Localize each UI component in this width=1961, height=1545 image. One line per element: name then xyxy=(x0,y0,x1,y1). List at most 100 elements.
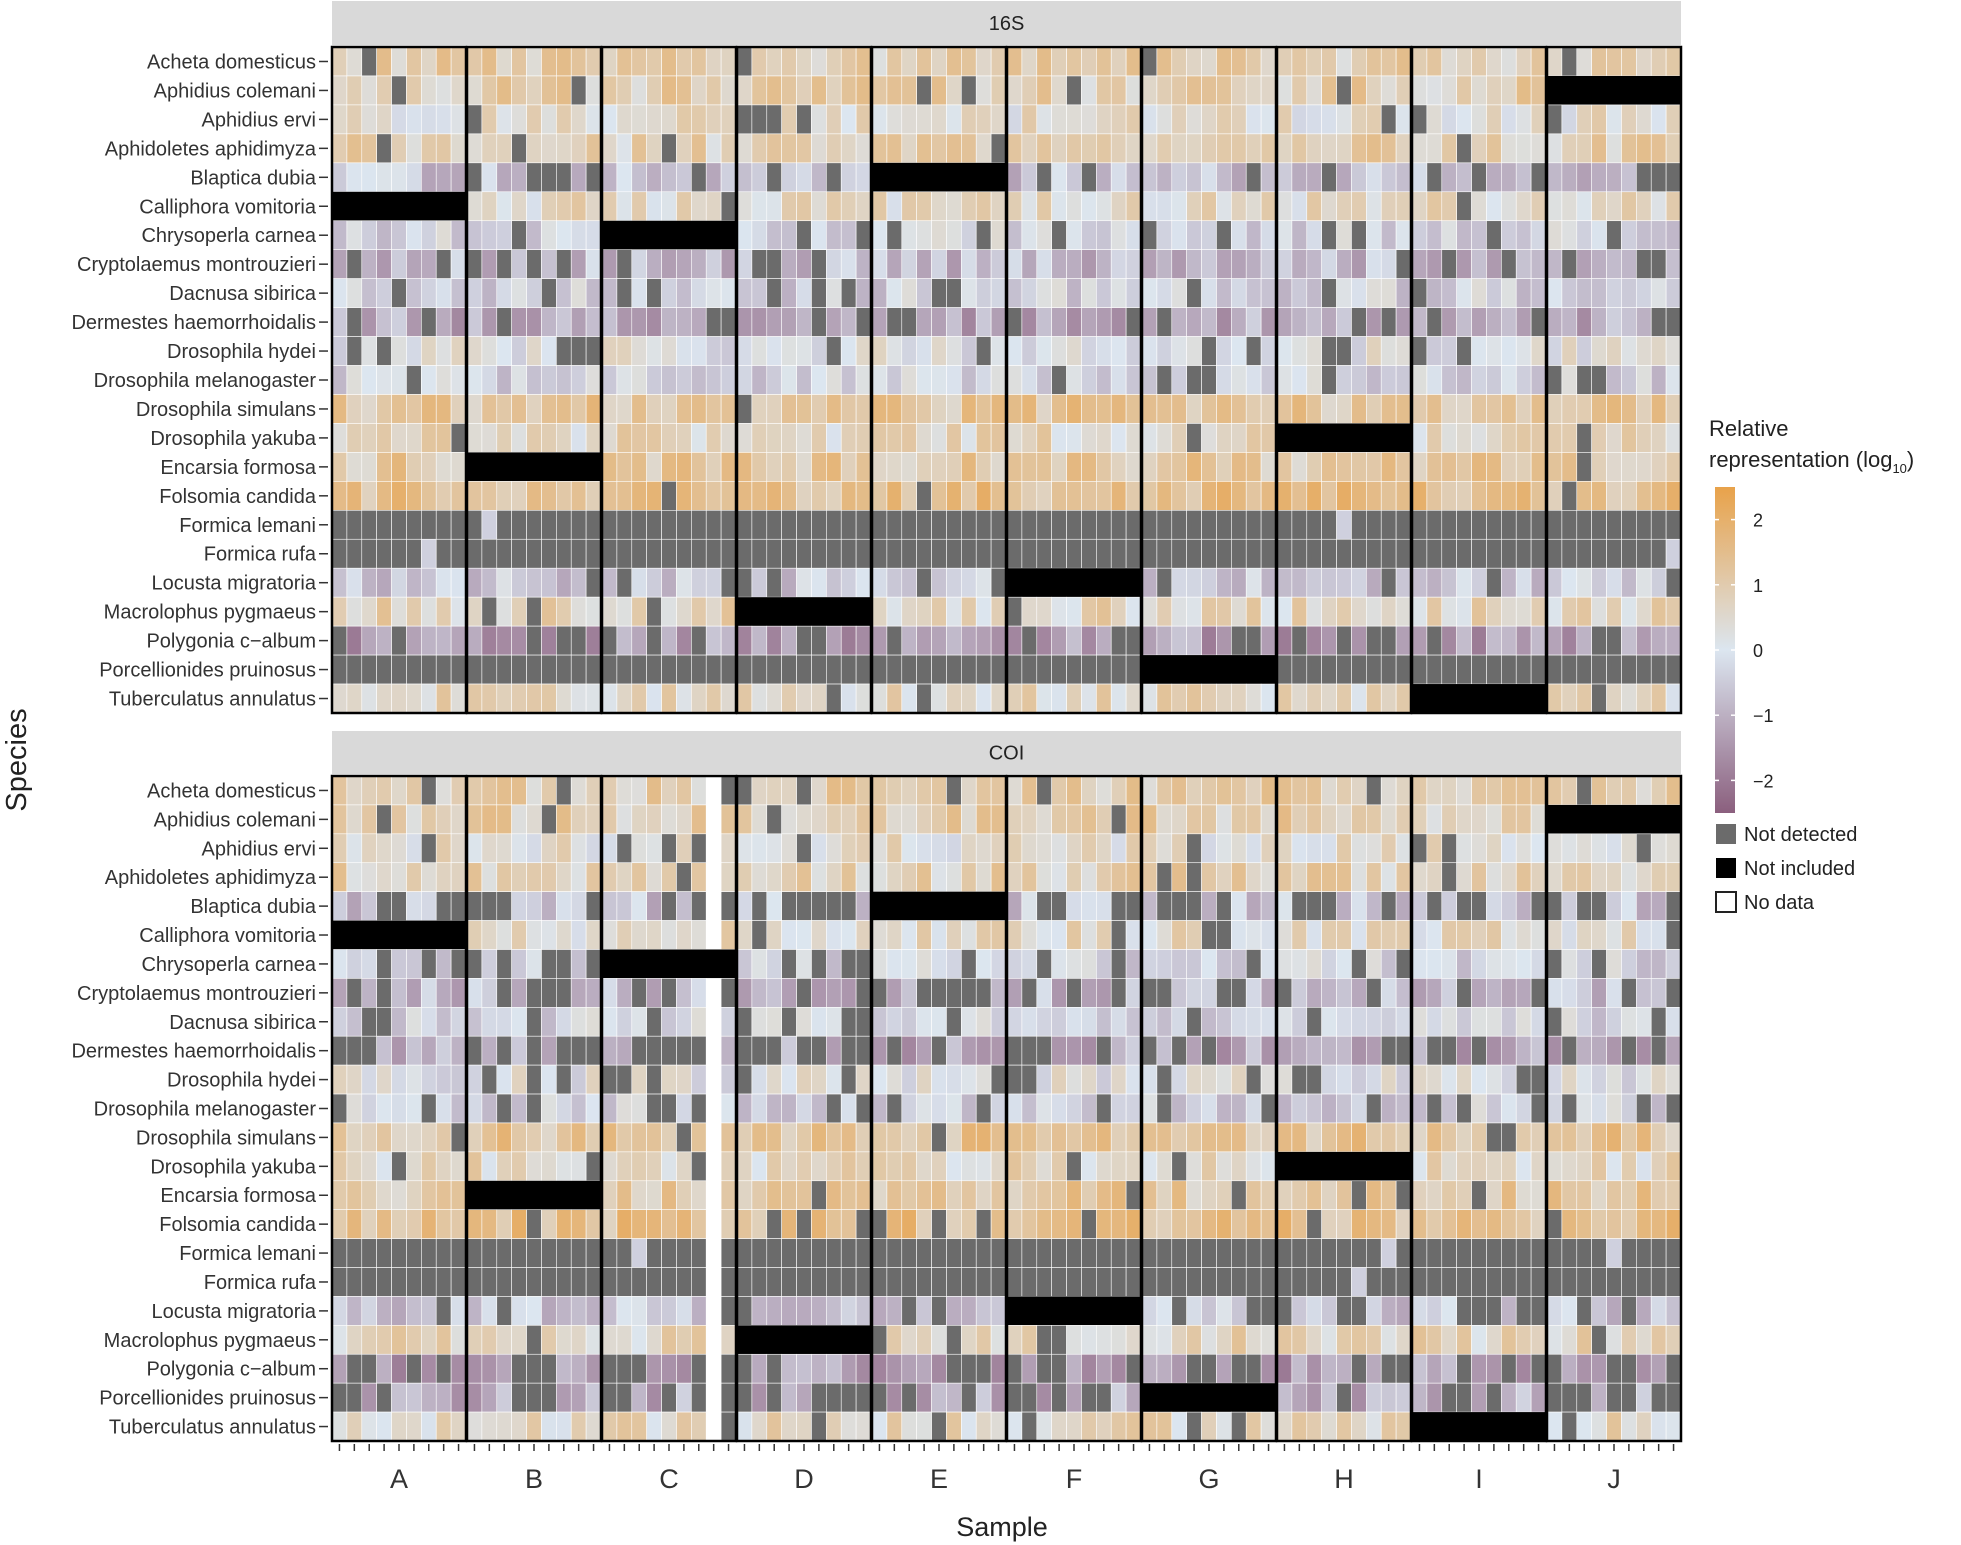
heatmap-cell xyxy=(1591,775,1607,806)
heatmap-cell xyxy=(1561,278,1578,308)
heatmap-cell xyxy=(1456,1325,1472,1355)
heatmap-cell xyxy=(1380,891,1397,921)
heatmap-cell xyxy=(961,1325,977,1355)
heatmap-cell xyxy=(961,1064,977,1095)
heatmap-cell xyxy=(826,336,842,366)
heatmap-cell xyxy=(1351,1238,1367,1268)
heatmap-cell xyxy=(855,162,872,193)
heatmap-cell xyxy=(556,1267,572,1297)
heatmap-cell xyxy=(1606,891,1622,921)
heatmap-cell xyxy=(691,1064,707,1095)
heatmap-cell xyxy=(556,336,572,366)
heatmap-cell xyxy=(1141,1064,1158,1095)
heatmap-cell xyxy=(1636,1180,1652,1210)
heatmap-cell xyxy=(1036,862,1052,892)
heatmap-cell xyxy=(526,920,542,950)
heatmap-cell xyxy=(1141,481,1158,511)
heatmap-cell xyxy=(331,307,348,337)
heatmap-cell xyxy=(871,625,888,656)
heatmap-cell xyxy=(1395,1064,1412,1095)
heatmap-cell xyxy=(705,775,722,806)
heatmap-cell xyxy=(975,978,992,1008)
heatmap-cell xyxy=(406,567,422,598)
heatmap-cell xyxy=(916,1238,932,1268)
heatmap-cell xyxy=(1141,920,1158,950)
heatmap-cell xyxy=(511,1035,527,1066)
heatmap-cell xyxy=(1621,567,1637,598)
heatmap-cell xyxy=(946,862,962,892)
heatmap-cell xyxy=(1110,804,1127,835)
heatmap-cell xyxy=(556,683,572,714)
heatmap-cell xyxy=(616,862,633,892)
heatmap-cell xyxy=(541,191,557,222)
heatmap-cell xyxy=(585,1353,602,1384)
heatmap-cell xyxy=(1260,833,1277,864)
heatmap-cell xyxy=(1245,683,1262,714)
heatmap-cell xyxy=(1021,1122,1038,1153)
heatmap-cell xyxy=(1411,1007,1428,1037)
heatmap-cell xyxy=(1336,833,1352,864)
heatmap-cell xyxy=(1351,104,1367,135)
heatmap-cell xyxy=(391,1093,407,1124)
heatmap-cell xyxy=(1096,654,1112,685)
heatmap-cell xyxy=(705,423,722,453)
heatmap-cell xyxy=(346,1411,363,1442)
heatmap-cell xyxy=(1456,1180,1472,1210)
heatmap-cell xyxy=(1441,481,1457,511)
heatmap-cell xyxy=(1066,862,1082,892)
heatmap-cell xyxy=(766,75,782,106)
heatmap-cell xyxy=(1486,133,1502,164)
heatmap-cell xyxy=(691,336,707,366)
heatmap-cell xyxy=(705,1382,722,1413)
heatmap-cell xyxy=(1576,538,1592,569)
heatmap-cell xyxy=(1096,1325,1112,1355)
heatmap-cell xyxy=(1515,891,1532,921)
heatmap-cell xyxy=(1380,862,1397,892)
heatmap-cell xyxy=(541,1035,557,1066)
heatmap-cell xyxy=(676,365,692,395)
heatmap-cell xyxy=(481,1296,498,1326)
heatmap-cell xyxy=(1245,978,1262,1008)
heatmap-cell xyxy=(1591,336,1607,366)
heatmap-cell xyxy=(931,1035,947,1066)
heatmap-cell xyxy=(1515,1035,1532,1066)
heatmap-cell xyxy=(1306,394,1322,424)
heatmap-cell xyxy=(1561,423,1578,453)
heatmap-cell xyxy=(1245,1411,1262,1442)
heatmap-cell xyxy=(1471,365,1487,395)
heatmap-cell xyxy=(1006,654,1023,685)
heatmap-cell xyxy=(1156,278,1173,308)
heatmap-cell xyxy=(1621,1093,1637,1124)
heatmap-cell xyxy=(1021,596,1038,627)
heatmap-cell xyxy=(826,1093,842,1124)
heatmap-cell xyxy=(1051,625,1067,656)
heatmap-cell xyxy=(1051,654,1067,685)
heatmap-cell xyxy=(1171,567,1187,598)
heatmap-cell xyxy=(1395,804,1412,835)
heatmap-cell xyxy=(1081,683,1097,714)
heatmap-cell xyxy=(1260,1209,1277,1239)
heatmap-cell xyxy=(1591,365,1607,395)
heatmap-cell xyxy=(975,481,992,511)
heatmap-cell xyxy=(346,833,363,864)
heatmap-cell xyxy=(705,1007,722,1037)
heatmap-cell xyxy=(975,104,992,135)
heatmap-cell xyxy=(526,1353,542,1384)
heatmap-cell xyxy=(1141,833,1158,864)
heatmap-cell xyxy=(871,1151,888,1182)
heatmap-cell xyxy=(585,191,602,222)
heatmap-cell xyxy=(1530,538,1547,569)
heatmap-cell xyxy=(826,891,842,921)
heatmap-cell xyxy=(751,1122,768,1153)
heatmap-cell xyxy=(901,452,917,482)
heatmap-cell xyxy=(361,978,377,1008)
heatmap-cell xyxy=(450,336,467,366)
heatmap-cell xyxy=(1471,1035,1487,1066)
heatmap-cell xyxy=(1171,804,1187,835)
heatmap-cell xyxy=(946,1238,962,1268)
heatmap-cell xyxy=(691,683,707,714)
heatmap-cell xyxy=(1486,538,1502,569)
heatmap-cell xyxy=(1231,1209,1247,1239)
heatmap-cell xyxy=(556,833,572,864)
heatmap-cell xyxy=(346,625,363,656)
